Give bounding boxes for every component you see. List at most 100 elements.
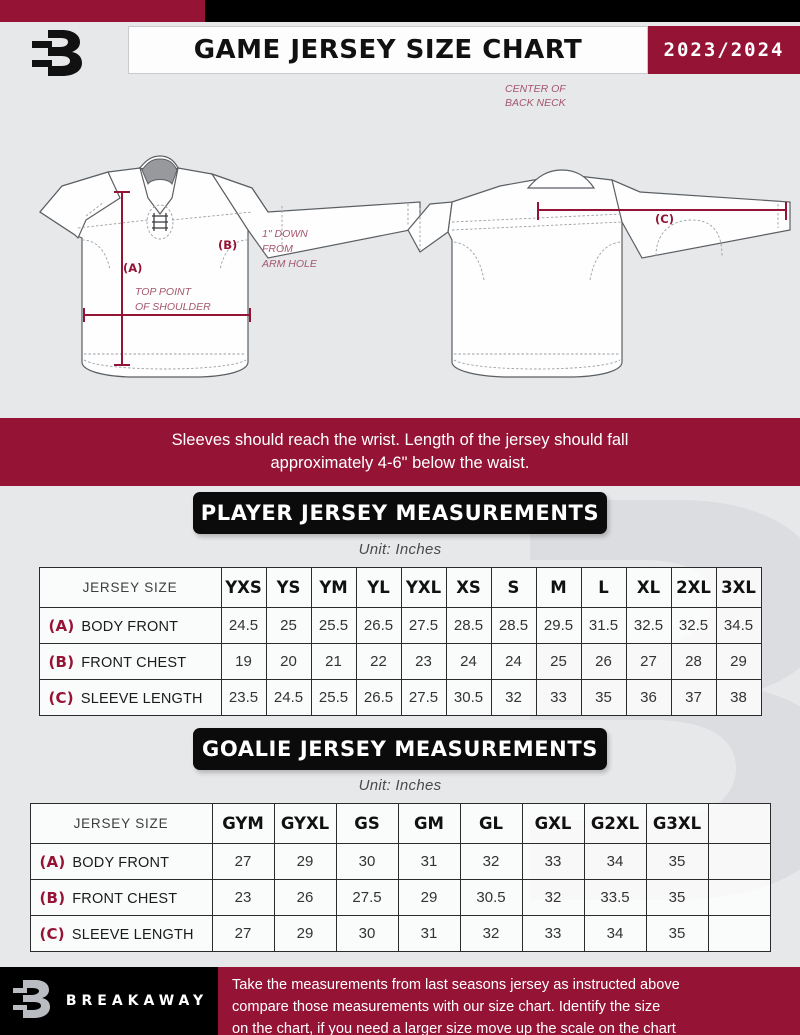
size-column-header-2xl: 2XL bbox=[670, 567, 717, 608]
size-column-header-s: S bbox=[490, 567, 537, 608]
measurement-name: FRONT CHEST bbox=[72, 890, 178, 907]
size-column-header-yxs: YXS bbox=[220, 567, 267, 608]
fit-note-line2: approximately 4-6" below the waist. bbox=[270, 454, 530, 472]
measurement-value-cell: 31.5 bbox=[580, 607, 627, 644]
goalie-jersey-section: GOALIE JERSEY MEASUREMENTS Unit: Inches … bbox=[0, 728, 800, 952]
measurement-value-cell: 34.5 bbox=[715, 607, 762, 644]
breakaway-b-logo-icon bbox=[18, 24, 123, 80]
measurement-name: BODY FRONT bbox=[81, 618, 179, 635]
front-label-b-note-line1: 1" DOWN bbox=[262, 228, 308, 240]
measurement-value-cell: 27.5 bbox=[335, 879, 399, 916]
size-column-header-gs: GS bbox=[335, 803, 399, 844]
measurement-value-cell: 27.5 bbox=[400, 679, 447, 716]
table-row: (C) SLEEVE LENGTH 23.5 24.5 25.5 26.5 27.5 30.5… bbox=[38, 679, 762, 716]
measurement-value-cell: 28 bbox=[670, 643, 717, 680]
table-header-row: JERSEY SIZE GYM GYXL GS GM GL GXL G2XL G3XL bbox=[29, 803, 771, 844]
measurement-value-cell: 29.5 bbox=[535, 607, 582, 644]
back-neck-note-line2: BACK NECK bbox=[505, 97, 567, 109]
table-row: (A) BODY FRONT 24.5 25 25.5 26.5 27.5 28.5 28.5 2… bbox=[38, 607, 762, 644]
goalie-section-title: GOALIE JERSEY MEASUREMENTS bbox=[202, 737, 598, 761]
season-year-label: 2023/2024 bbox=[663, 39, 785, 61]
player-measurements-table: JERSEY SIZE YXS YS YM YL YXL XS S M L XL 2XL 3XL (A) B… bbox=[38, 567, 762, 716]
size-column-header-g2xl: G2XL bbox=[583, 803, 647, 844]
footer-instructions: Take the measurements from last seasons … bbox=[218, 967, 800, 1035]
measurement-tag: (B) bbox=[39, 888, 66, 907]
size-column-header-3xl: 3XL bbox=[715, 567, 762, 608]
measurement-tag: (B) bbox=[48, 652, 75, 671]
front-label-b-note-line2: FROM bbox=[262, 243, 293, 255]
size-column-header-yxl: YXL bbox=[400, 567, 447, 608]
front-label-b: (B) bbox=[218, 238, 237, 252]
size-column-header-gxl: GXL bbox=[521, 803, 585, 844]
jersey-illustrations: .jb { fill:#fefefe; stroke:#5b5f63; stro… bbox=[0, 80, 800, 418]
measurement-value-cell: 22 bbox=[355, 643, 402, 680]
measurement-value-cell: 32 bbox=[459, 915, 523, 952]
measurement-value-cell: 33 bbox=[521, 843, 585, 880]
measurement-row-label: (A) BODY FRONT bbox=[38, 607, 222, 644]
footer-instructions-line1: Take the measurements from last seasons … bbox=[232, 977, 680, 993]
size-column-header-xl: XL bbox=[625, 567, 672, 608]
size-column-header-g3xl: G3XL bbox=[645, 803, 709, 844]
size-column-header-gyxl: GYXL bbox=[273, 803, 337, 844]
measurement-name: SLEEVE LENGTH bbox=[71, 926, 194, 943]
measurement-row-label: (B) FRONT CHEST bbox=[29, 879, 213, 916]
size-column-header-gm: GM bbox=[397, 803, 461, 844]
table-row: (B) FRONT CHEST 19 20 21 22 23 24 24 25 26 27 28 29 bbox=[38, 643, 762, 680]
season-year-badge: 2023/2024 bbox=[648, 26, 800, 74]
measurement-value-cell: 25.5 bbox=[310, 607, 357, 644]
measurement-value-cell: 27 bbox=[625, 643, 672, 680]
measurement-value-cell: 24.5 bbox=[265, 679, 312, 716]
measurement-value-cell: 32 bbox=[459, 843, 523, 880]
measurement-value-cell: 34 bbox=[583, 843, 647, 880]
size-column-header-empty bbox=[707, 803, 771, 844]
jersey-front-illustration: (A) TOP POINT OF SHOULDER (B) 1" DOWN FR… bbox=[39, 155, 421, 378]
measurement-value-cell: 26 bbox=[273, 879, 337, 916]
measurement-value-cell: 36 bbox=[625, 679, 672, 716]
size-column-header-m: M bbox=[535, 567, 582, 608]
measurement-value-cell: 35 bbox=[645, 879, 709, 916]
measurement-value-cell: 23.5 bbox=[220, 679, 267, 716]
goalie-section-badge: GOALIE JERSEY MEASUREMENTS bbox=[193, 728, 607, 770]
jersey-size-header: JERSEY SIZE bbox=[38, 567, 222, 608]
measurement-value-cell: 27 bbox=[211, 843, 275, 880]
measurement-value-cell: 32 bbox=[490, 679, 537, 716]
front-label-a-note-line1: TOP POINT bbox=[135, 286, 193, 298]
measurement-value-cell: 26.5 bbox=[355, 607, 402, 644]
measurement-value-cell: 35 bbox=[645, 843, 709, 880]
measurement-tag: (C) bbox=[39, 924, 65, 943]
measurement-value-cell: 20 bbox=[265, 643, 312, 680]
footer-instructions-line2: compare those measurements with our size… bbox=[232, 999, 661, 1016]
measurement-name: SLEEVE LENGTH bbox=[80, 690, 203, 707]
breakaway-b-logo-icon bbox=[10, 976, 52, 1027]
measurement-value-cell bbox=[707, 915, 771, 952]
measurement-value-cell: 23 bbox=[400, 643, 447, 680]
measurement-tag: (A) bbox=[39, 852, 66, 871]
measurement-value-cell: 32.5 bbox=[625, 607, 672, 644]
measurement-value-cell: 31 bbox=[397, 843, 461, 880]
table-row: (A) BODY FRONT 27 29 30 31 32 33 34 35 bbox=[29, 843, 771, 880]
front-label-b-note-line3: ARM HOLE bbox=[261, 258, 318, 270]
jersey-size-header: JERSEY SIZE bbox=[29, 803, 213, 844]
measurement-value-cell: 35 bbox=[645, 915, 709, 952]
back-neck-note-line1: CENTER OF bbox=[505, 83, 566, 95]
measurement-value-cell bbox=[707, 843, 771, 880]
measurement-name: FRONT CHEST bbox=[81, 654, 187, 671]
measurement-value-cell: 24 bbox=[490, 643, 537, 680]
measurement-value-cell: 19 bbox=[220, 643, 267, 680]
jersey-back-illustration: CENTER OF BACK NECK (C) bbox=[407, 83, 791, 378]
player-section-badge: PLAYER JERSEY MEASUREMENTS bbox=[193, 492, 607, 534]
measurement-value-cell: 24.5 bbox=[220, 607, 267, 644]
size-column-header-xs: XS bbox=[445, 567, 492, 608]
measurement-value-cell: 29 bbox=[715, 643, 762, 680]
measurement-value-cell: 26.5 bbox=[355, 679, 402, 716]
goalie-measurements-table: JERSEY SIZE GYM GYXL GS GM GL GXL G2XL G3XL (A) BO… bbox=[29, 803, 771, 952]
size-column-header-ys: YS bbox=[265, 567, 312, 608]
measurement-value-cell: 37 bbox=[670, 679, 717, 716]
size-column-header-gl: GL bbox=[459, 803, 523, 844]
goalie-unit-label: Unit: Inches bbox=[358, 777, 442, 794]
player-jersey-section: PLAYER JERSEY MEASUREMENTS Unit: Inches … bbox=[0, 492, 800, 716]
table-header-row: JERSEY SIZE YXS YS YM YL YXL XS S M L XL 2XL 3XL bbox=[38, 567, 762, 608]
size-column-header-gym: GYM bbox=[211, 803, 275, 844]
measurement-value-cell: 30.5 bbox=[459, 879, 523, 916]
